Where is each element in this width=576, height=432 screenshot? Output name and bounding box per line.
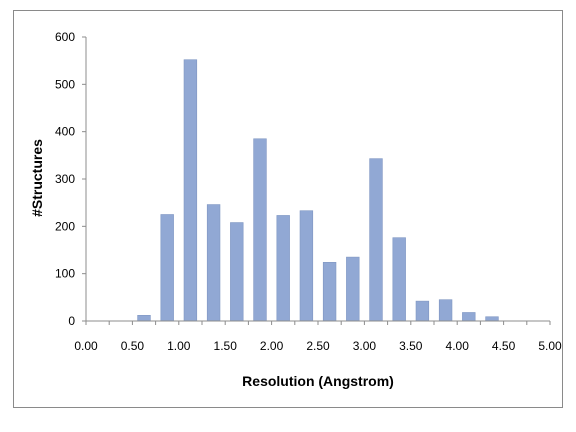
x-tick-label-4: 2.00: [260, 339, 284, 353]
x-tick-label-2: 1.00: [167, 339, 191, 353]
x-tick-label-3: 1.50: [214, 339, 238, 353]
bar-7: [299, 210, 314, 322]
y-tick-label-4: 400: [55, 125, 75, 139]
x-axis-label: Resolution (Angstrom): [242, 373, 394, 389]
bar-13: [438, 299, 453, 322]
bar-14: [462, 312, 476, 322]
x-tick-label-9: 4.50: [492, 339, 516, 353]
x-tick-label-0: 0.00: [74, 339, 98, 353]
y-tick-label-0: 0: [68, 314, 75, 328]
bar-0: [137, 315, 151, 322]
bar-4: [230, 222, 244, 322]
bar-6: [276, 215, 290, 322]
y-tick-label-2: 200: [55, 219, 75, 233]
y-tick-labels: 0 100 200 300 400 500 600: [55, 30, 75, 328]
x-tick-label-10: 5.00: [538, 339, 562, 353]
bar-5: [253, 138, 267, 322]
x-tick-label-6: 3.00: [353, 339, 377, 353]
bars-group: [137, 59, 499, 322]
x-tick-label-7: 3.50: [399, 339, 423, 353]
bar-9: [346, 256, 360, 322]
x-tick-label-8: 4.00: [446, 339, 470, 353]
y-tick-label-3: 300: [55, 172, 75, 186]
axes-group: [82, 36, 551, 325]
bar-15: [485, 316, 499, 322]
y-tick-label-6: 600: [55, 30, 75, 44]
bar-1: [160, 214, 174, 322]
y-tick-label-1: 100: [55, 267, 75, 281]
x-tick-label-5: 2.50: [306, 339, 330, 353]
chart-frame: [13, 10, 563, 408]
bar-8: [322, 262, 337, 322]
bar-11: [392, 237, 406, 322]
x-tick-label-1: 0.50: [121, 339, 145, 353]
bar-3: [206, 204, 221, 322]
bar-12: [415, 300, 430, 322]
bar-2: [183, 59, 198, 322]
x-tick-labels: 0.00 0.50 1.00 1.50 2.00 2.50 3.00 3.50 4.00 4.50…: [74, 339, 562, 353]
y-tick-label-5: 500: [55, 77, 75, 91]
bar-10: [369, 158, 383, 322]
y-axis-label: #Structures: [29, 139, 45, 217]
